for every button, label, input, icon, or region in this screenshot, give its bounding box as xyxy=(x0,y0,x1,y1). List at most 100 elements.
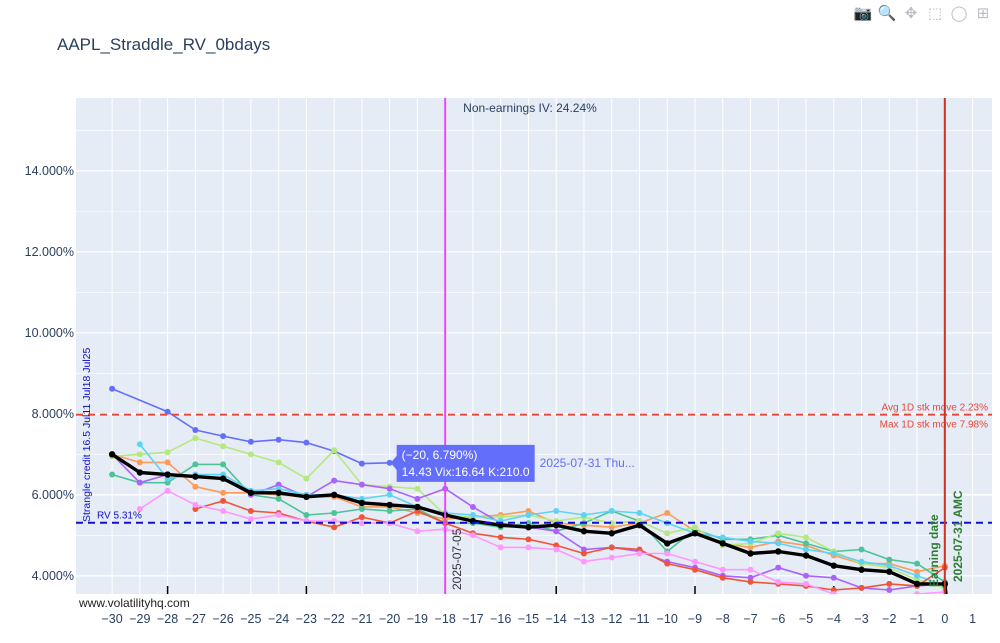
mean-point xyxy=(303,493,310,501)
series-point xyxy=(136,505,143,512)
series-point xyxy=(192,461,199,468)
series-point xyxy=(247,451,254,458)
series-point xyxy=(664,550,671,557)
series-point xyxy=(830,591,837,594)
mean-point xyxy=(414,503,421,511)
mean-point xyxy=(247,489,255,496)
mean-point xyxy=(664,540,671,547)
y-tick-label: 10.000% xyxy=(25,326,74,340)
series-point xyxy=(331,510,338,517)
series-point xyxy=(691,566,698,573)
x-tick-label: −4 xyxy=(827,612,841,626)
mean-point xyxy=(886,568,893,575)
x-tick-label: −25 xyxy=(240,612,261,626)
mean-point xyxy=(192,473,199,480)
series-point xyxy=(830,574,837,581)
series-point xyxy=(859,595,865,601)
series-point xyxy=(275,436,282,443)
series-point xyxy=(553,528,560,535)
hover-line1: (−20, 6.790%) xyxy=(402,448,478,462)
lasso-icon[interactable]: ◯ xyxy=(950,5,968,22)
series-point xyxy=(608,544,615,551)
box-select-icon[interactable]: ⬚ xyxy=(927,5,943,22)
x-tick-label: −18 xyxy=(435,612,456,626)
mean-point xyxy=(775,548,782,555)
series-point xyxy=(664,530,671,537)
x-tick-label: −10 xyxy=(657,612,678,626)
series-point xyxy=(220,443,227,450)
hover-line2: 14.43 Vix:16.64 K:210.0 xyxy=(402,465,530,479)
series-point xyxy=(386,459,393,466)
series-point xyxy=(275,495,282,502)
series-point xyxy=(691,524,698,531)
x-tick-label: −22 xyxy=(324,612,345,626)
series-line xyxy=(139,489,945,594)
mean-point xyxy=(108,451,116,458)
modebar: 📷 🔍 ✥ ⬚ ◯ ⊞ xyxy=(854,4,992,22)
series-point xyxy=(747,566,754,573)
series-point xyxy=(331,447,338,454)
series-point xyxy=(886,595,892,601)
series-point xyxy=(220,497,227,504)
y-tick-label: 6.000% xyxy=(32,488,74,502)
series-point xyxy=(386,485,393,492)
series-point xyxy=(247,516,254,523)
autoscale-icon[interactable]: ⊞ xyxy=(976,5,990,22)
x-tick-label: −26 xyxy=(213,612,234,626)
series-point xyxy=(747,538,754,545)
series-point xyxy=(220,507,227,514)
series-point xyxy=(525,512,532,519)
series-point xyxy=(247,507,254,514)
plot-area[interactable]: −30 −29 −28 −27 −26 −25 −24 −23 −22 −21 −20 −19 −18−… xyxy=(25,98,992,626)
series-point xyxy=(414,528,421,535)
series-point xyxy=(192,427,199,434)
series-point xyxy=(580,558,587,565)
x-tick-label: −2 xyxy=(882,612,896,626)
x-tick-label: −8 xyxy=(716,612,730,626)
series-point xyxy=(136,459,143,466)
strangle-credit-label: Strangle credit 16.5 Jul11 Jul18 Jul25 xyxy=(81,348,93,522)
zoom-icon[interactable]: 🔍 xyxy=(877,5,897,22)
series-point xyxy=(886,556,893,563)
series-point xyxy=(164,459,171,466)
mean-point xyxy=(386,501,393,509)
series-point xyxy=(608,554,615,561)
series-point xyxy=(386,491,393,498)
x-tick-label: −27 xyxy=(185,612,206,626)
x-tick-label: −28 xyxy=(157,612,178,626)
mean-point xyxy=(358,499,366,507)
series-point xyxy=(164,408,171,415)
series-point xyxy=(803,572,810,579)
pan-icon[interactable]: ✥ xyxy=(904,5,918,22)
mean-point xyxy=(802,552,810,559)
x-tick-label: −13 xyxy=(573,612,594,626)
series-point xyxy=(775,530,782,537)
max-move-label: Max 1D stk move 7.98% xyxy=(880,420,988,431)
series-point xyxy=(775,564,782,571)
series-point xyxy=(331,477,338,484)
earnings-amc-label: 2025-07-31 AMC xyxy=(951,490,965,582)
x-tick-label: −7 xyxy=(743,612,757,626)
series-point xyxy=(358,520,365,527)
series-point xyxy=(414,495,421,502)
camera-icon[interactable]: 📷 xyxy=(853,5,873,22)
series-point xyxy=(136,451,143,458)
x-tick-label: −5 xyxy=(799,612,813,626)
series-point xyxy=(275,459,282,466)
y-tick-label: 12.000% xyxy=(25,245,74,259)
series-point xyxy=(469,532,476,539)
series-point xyxy=(358,460,365,467)
plot-background xyxy=(76,98,992,594)
x-tick-label: −14 xyxy=(546,612,567,626)
mean-point xyxy=(608,530,615,537)
series-point xyxy=(803,546,810,553)
series-point xyxy=(220,489,227,496)
series-group xyxy=(108,385,949,601)
series-point xyxy=(636,550,643,557)
vline-date-label: 2025-07-05 xyxy=(450,528,464,590)
x-tick-label: −23 xyxy=(296,612,317,626)
series-point xyxy=(803,580,810,587)
series-point xyxy=(469,503,476,510)
series-point xyxy=(109,471,116,478)
